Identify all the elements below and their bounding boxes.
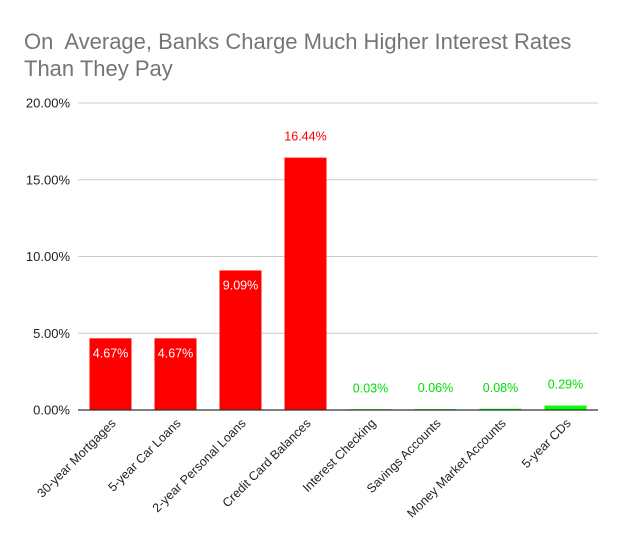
bars xyxy=(89,157,587,410)
data-label: 4.67% xyxy=(158,346,193,360)
bar xyxy=(544,405,587,410)
data-labels: 4.67% 4.67% 9.09% 16.44% 0.03% 0.06% 0.08% 0.29… xyxy=(93,130,583,396)
data-label: 9.09% xyxy=(223,278,258,292)
bar xyxy=(89,338,132,410)
x-category-label: 30-year Mortgages xyxy=(35,416,119,500)
data-label: 0.08% xyxy=(483,381,518,395)
gridlines xyxy=(78,102,598,334)
data-label: 0.29% xyxy=(548,378,583,392)
x-category-label: 5-year CDs xyxy=(519,416,574,471)
y-tick-label: 10.00% xyxy=(26,249,71,264)
data-label: 16.44% xyxy=(284,130,326,144)
y-tick-label: 15.00% xyxy=(26,172,71,187)
data-label: 0.06% xyxy=(418,381,453,395)
y-tick-label: 20.00% xyxy=(26,96,71,111)
data-label: 0.03% xyxy=(353,382,388,396)
y-tick-label: 0.00% xyxy=(33,403,70,418)
bar xyxy=(154,338,197,410)
data-label: 4.67% xyxy=(93,346,128,360)
y-tick-label: 5.00% xyxy=(33,326,70,341)
bar xyxy=(284,157,327,410)
chart-title: On Average, Banks Charge Much Higher Int… xyxy=(24,29,578,81)
bar xyxy=(219,270,262,410)
bar xyxy=(479,408,522,410)
y-axis-ticks: 0.00% 5.00% 10.00% 15.00% 20.00% xyxy=(26,96,71,418)
